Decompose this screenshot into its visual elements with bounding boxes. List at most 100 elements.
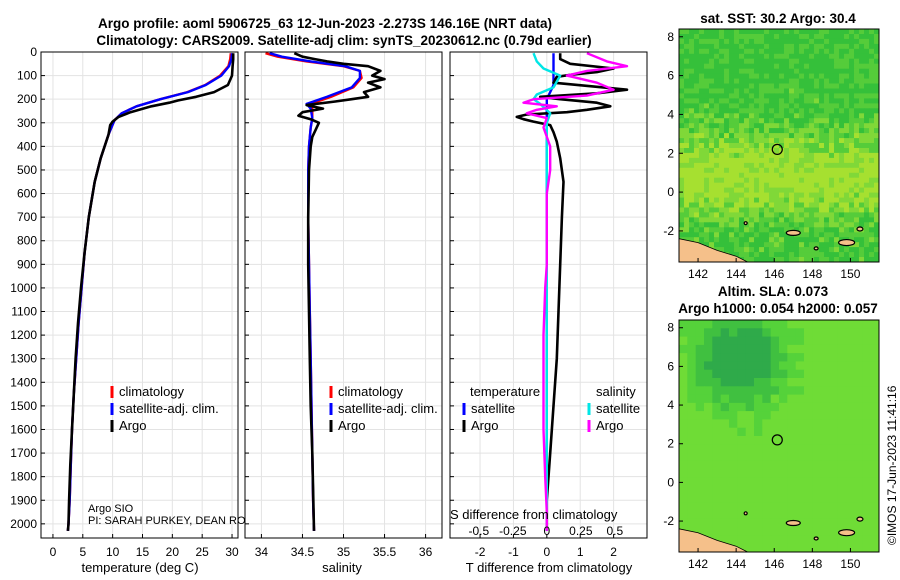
map-cell xyxy=(864,247,870,253)
map-cell xyxy=(874,73,879,80)
map-cell xyxy=(734,68,740,75)
map-cell xyxy=(812,494,822,503)
map-cell xyxy=(859,237,865,243)
map-cell xyxy=(784,152,790,159)
map-cell xyxy=(734,118,740,124)
map-cell xyxy=(739,128,745,134)
map-cell xyxy=(844,48,850,55)
map-cell xyxy=(829,162,835,169)
map-cell xyxy=(794,78,800,85)
map-cell xyxy=(845,378,855,387)
map-cell xyxy=(870,502,879,512)
map-cell xyxy=(839,58,845,65)
map-cell xyxy=(795,477,805,487)
map-cell xyxy=(734,252,740,258)
map-cell xyxy=(862,386,872,396)
map-cell xyxy=(754,378,763,387)
map-cell xyxy=(789,88,795,94)
map-cell xyxy=(704,143,710,149)
map-cell xyxy=(834,157,840,164)
map-cell xyxy=(739,123,745,129)
map-cell xyxy=(704,494,713,503)
map-cell xyxy=(754,320,763,329)
map-cell xyxy=(794,197,800,204)
map-cell xyxy=(829,63,835,70)
map-cell xyxy=(859,108,865,114)
map-cell xyxy=(734,222,740,228)
map-cell xyxy=(795,527,805,536)
map-cell xyxy=(864,152,870,159)
map-cell xyxy=(769,252,775,258)
map-cell xyxy=(719,227,725,233)
map-cell xyxy=(809,53,815,60)
map-cell xyxy=(874,222,879,228)
map-cell xyxy=(729,469,738,478)
map-cell xyxy=(719,187,725,194)
map-cell xyxy=(859,83,865,89)
map-cell xyxy=(784,207,790,213)
map-cell xyxy=(864,63,870,70)
map-cell xyxy=(769,227,775,233)
map-cell xyxy=(839,232,845,238)
map-cell xyxy=(870,320,879,329)
map-cell xyxy=(829,460,838,470)
map-cell xyxy=(759,197,765,204)
map-cell xyxy=(734,133,740,139)
map-cell xyxy=(844,207,850,213)
map-cell xyxy=(854,427,863,437)
map-cell xyxy=(844,38,850,45)
map-cell xyxy=(744,29,750,35)
map-cell xyxy=(829,369,838,379)
map-cell xyxy=(839,93,845,99)
map-cell xyxy=(709,222,715,228)
map-cell xyxy=(679,460,688,470)
map-cell xyxy=(704,510,713,520)
map-cell xyxy=(794,237,800,243)
map-cell xyxy=(789,83,795,89)
map-cell xyxy=(809,192,815,199)
x-tick-label: 36 xyxy=(419,545,433,559)
map-cell xyxy=(729,378,738,387)
map-cell xyxy=(854,138,860,144)
map-cell xyxy=(804,485,813,495)
map-cell xyxy=(714,222,720,228)
map-cell xyxy=(799,172,805,179)
map-cell xyxy=(684,128,690,134)
map-cell xyxy=(719,83,725,89)
map-cell xyxy=(854,133,860,139)
map-cell xyxy=(749,182,755,189)
map-cell xyxy=(774,133,780,139)
map-cell xyxy=(729,212,735,218)
map-cell xyxy=(679,402,688,412)
map-cell xyxy=(714,58,720,65)
map-cell xyxy=(679,344,688,354)
map-cell xyxy=(687,485,697,495)
map-cell xyxy=(862,469,872,478)
map-cell xyxy=(759,157,765,164)
map-cell xyxy=(869,167,875,174)
map-cell xyxy=(695,444,705,454)
map-cell xyxy=(809,252,815,258)
map-cell xyxy=(739,182,745,189)
map-cell xyxy=(809,148,815,154)
map-cell xyxy=(784,103,790,109)
map-cell xyxy=(854,394,863,404)
map-cell xyxy=(699,78,705,85)
map-cell xyxy=(769,103,775,109)
map-cell xyxy=(769,182,775,189)
map-cell xyxy=(734,217,740,223)
map-cell xyxy=(829,477,838,487)
map-cell xyxy=(769,73,775,80)
map-cell xyxy=(859,172,865,179)
map-cell xyxy=(744,232,750,238)
map-cell xyxy=(704,394,713,404)
map-cell xyxy=(795,344,805,354)
map-cell xyxy=(724,78,730,85)
map-cell xyxy=(854,502,863,512)
map-cell xyxy=(804,217,810,223)
map-cell xyxy=(689,93,695,99)
map-cell xyxy=(845,353,855,362)
map-cell xyxy=(699,29,705,35)
map-cell xyxy=(834,48,840,55)
